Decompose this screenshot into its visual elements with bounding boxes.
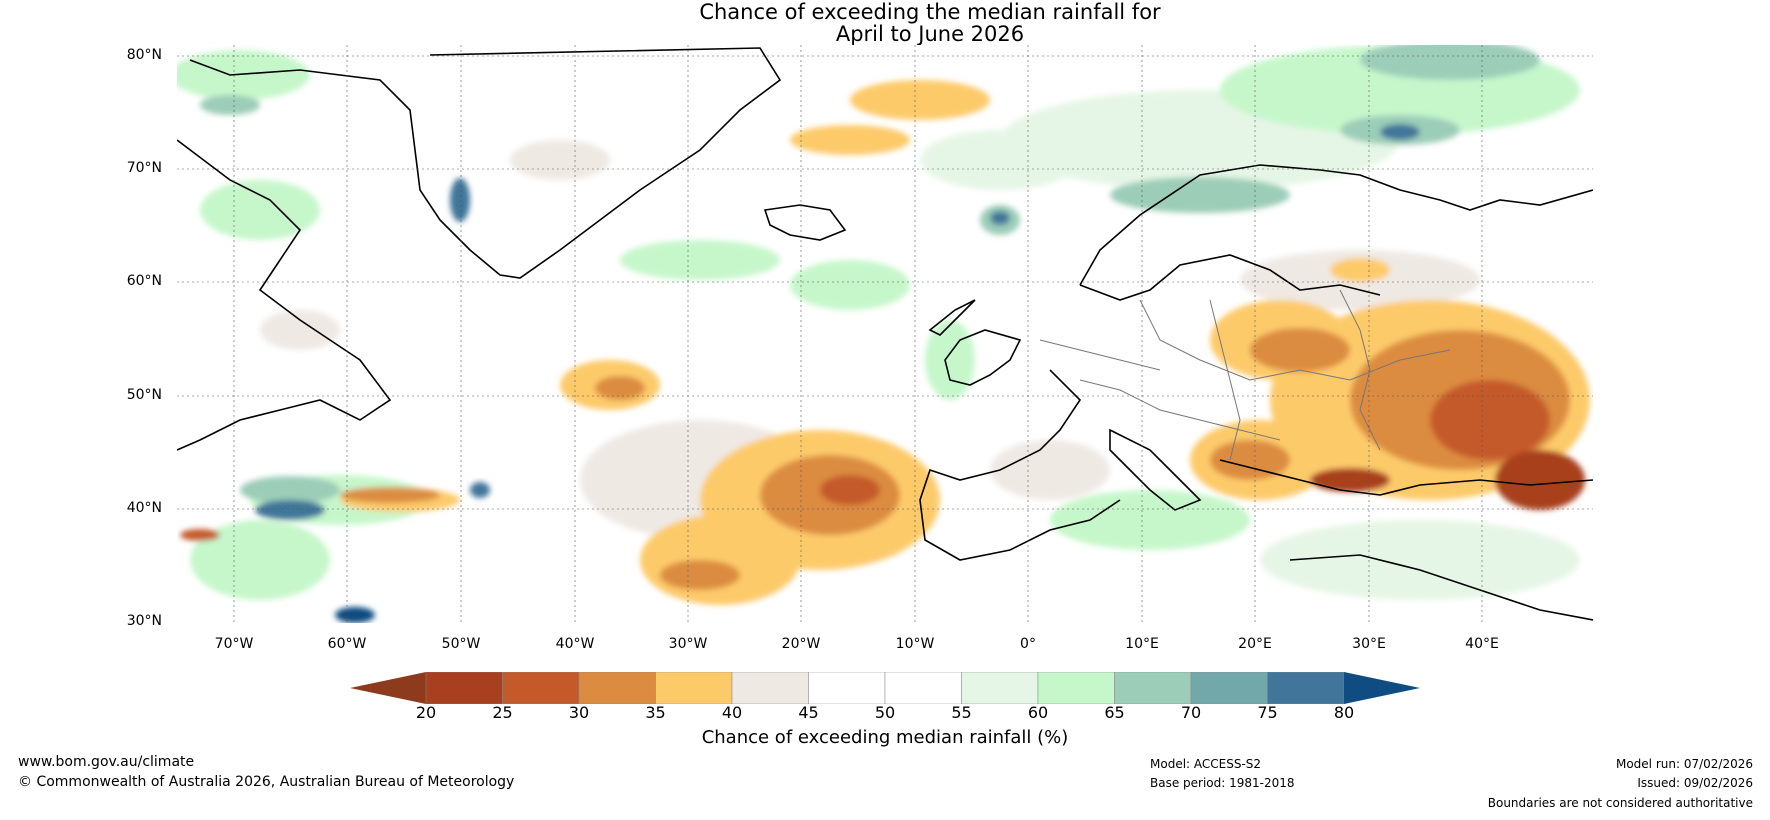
map-title-line2: April to June 2026 xyxy=(835,22,1025,46)
footer-issued: Issued: 09/02/2026 xyxy=(1637,776,1753,790)
lon-label-10e: 10°E xyxy=(1125,636,1159,652)
colorbar-tick-label: 55 xyxy=(951,703,972,722)
colorbar-tick-label: 20 xyxy=(415,703,437,722)
colorbar-tick-label: 25 xyxy=(492,703,513,722)
colorbar-segment xyxy=(655,672,733,704)
colorbar-low-extend xyxy=(350,672,426,704)
lat-label-40n: 40°N xyxy=(126,500,162,516)
colorbar-segment xyxy=(1114,672,1192,704)
colorbar-tick-label: 45 xyxy=(798,703,819,722)
footer-base-period: Base period: 1981-2018 xyxy=(1150,776,1295,790)
colorbar-segment xyxy=(961,672,1039,704)
colorbar-segment xyxy=(1190,672,1268,704)
colorbar-segment xyxy=(578,672,656,704)
colorbar-tick-label: 60 xyxy=(1027,703,1049,722)
country-borders xyxy=(1039,289,1451,461)
footer-url[interactable]: www.bom.gov.au/climate xyxy=(18,754,195,770)
coastlines xyxy=(177,47,1593,621)
lon-label-70w: 70°W xyxy=(214,636,254,652)
lon-label-20w: 20°W xyxy=(781,636,821,652)
lat-label-70n: 70°N xyxy=(126,160,162,176)
map-title-line1: Chance of exceeding the median rainfall … xyxy=(699,0,1161,24)
colorbar-tick-label: 50 xyxy=(874,703,896,722)
footer-model-run: Model run: 07/02/2026 xyxy=(1615,757,1753,771)
lon-label-10w: 10°W xyxy=(895,636,935,652)
colorbar-segment xyxy=(808,672,886,704)
colorbar-tick-label: 40 xyxy=(721,703,743,722)
colorbar xyxy=(350,672,1420,704)
lon-label-30w: 30°W xyxy=(668,636,708,652)
lon-label-50w: 50°W xyxy=(441,636,481,652)
lon-label-0: 0° xyxy=(1020,636,1036,652)
footer-copyright: © Commonwealth of Australia 2026, Austra… xyxy=(18,774,515,790)
colorbar-segment xyxy=(731,672,809,704)
colorbar-tick-label: 65 xyxy=(1104,703,1125,722)
lon-label-30e: 30°E xyxy=(1352,636,1386,652)
colorbar-segment xyxy=(425,672,503,704)
lon-label-40w: 40°W xyxy=(555,636,595,652)
colorbar-segment xyxy=(884,672,962,704)
colorbar-high-extend xyxy=(1344,672,1420,704)
lat-label-30n: 30°N xyxy=(126,613,162,629)
colorbar-tick-label: 30 xyxy=(568,703,590,722)
lon-label-20e: 20°E xyxy=(1238,636,1272,652)
colorbar-segments xyxy=(425,672,1345,704)
map-plot-area xyxy=(177,45,1593,623)
graticule xyxy=(177,45,1593,623)
colorbar-label: Chance of exceeding median rainfall (%) xyxy=(701,727,1069,748)
colorbar-segment xyxy=(502,672,580,704)
colorbar-tick-label: 35 xyxy=(645,703,666,722)
colorbar-segment xyxy=(1037,672,1115,704)
lat-label-60n: 60°N xyxy=(126,273,162,289)
footer-model: Model: ACCESS-S2 xyxy=(1150,757,1262,771)
lat-label-80n: 80°N xyxy=(126,47,162,63)
lon-label-40e: 40°E xyxy=(1465,636,1499,652)
colorbar-tick-label: 70 xyxy=(1180,703,1202,722)
colorbar-tick-label: 80 xyxy=(1333,703,1355,722)
lat-label-50n: 50°N xyxy=(126,387,162,403)
colorbar-tick-label: 75 xyxy=(1257,703,1278,722)
footer-disclaimer: Boundaries are not considered authoritat… xyxy=(1487,796,1753,810)
lon-label-60w: 60°W xyxy=(327,636,367,652)
anomaly-fields xyxy=(177,45,1590,623)
colorbar-segment xyxy=(1267,672,1345,704)
